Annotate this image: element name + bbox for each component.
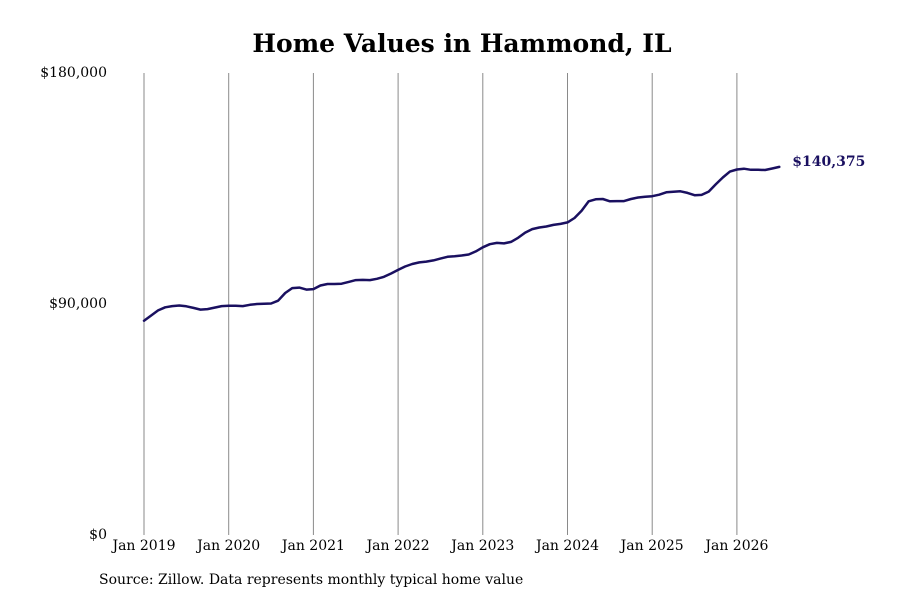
x-tick-label: Jan 2025 — [619, 538, 684, 554]
y-tick-label: $0 — [89, 527, 107, 543]
series-group — [142, 165, 781, 322]
y-axis-ticks: $0 $90,000 $180,000 — [40, 65, 107, 543]
y-tick-label: $90,000 — [49, 296, 107, 312]
x-tick-label: Jan 2022 — [365, 538, 430, 554]
x-tick-label: Jan 2021 — [280, 538, 345, 554]
end-value-label: $140,375 — [792, 154, 865, 170]
x-axis-ticks: Jan 2019 Jan 2020 Jan 2021 Jan 2022 Jan 2023… — [110, 538, 768, 554]
x-tick-label: Jan 2024 — [534, 538, 599, 554]
vertical-gridlines — [143, 73, 738, 535]
y-tick-label: $180,000 — [40, 65, 107, 81]
x-tick-label: Jan 2026 — [703, 538, 768, 554]
series-line-0 — [142, 165, 781, 322]
x-tick-label: Jan 2019 — [110, 538, 175, 554]
source-note: Source: Zillow. Data represents monthly … — [99, 572, 524, 588]
x-tick-label: Jan 2020 — [195, 538, 260, 554]
x-tick-label: Jan 2023 — [449, 538, 514, 554]
chart-title: Home Values in Hammond, IL — [252, 29, 672, 58]
